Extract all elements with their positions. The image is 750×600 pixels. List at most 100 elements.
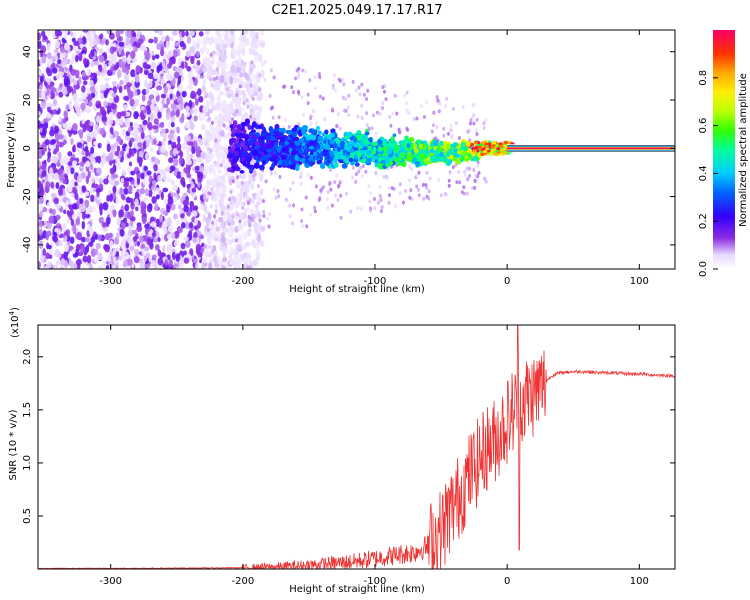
heatmap-cell	[380, 205, 384, 210]
heatmap-cell	[71, 249, 76, 255]
heatmap-cell	[121, 168, 127, 176]
heatmap-cell	[39, 84, 43, 91]
heatmap-cell	[59, 51, 64, 60]
heatmap-cell	[134, 134, 139, 143]
heatmap-cell	[41, 55, 47, 64]
heatmap-cell	[138, 158, 143, 168]
heatmap-cell	[88, 241, 94, 247]
heatmap-cell	[104, 76, 110, 82]
heatmap-cell	[166, 204, 171, 213]
heatmap-cell	[227, 222, 231, 227]
heatmap-cell	[123, 104, 128, 110]
heatmap-cell	[129, 244, 135, 252]
heatmap-cell	[165, 112, 171, 121]
heatmap-cell	[235, 200, 242, 206]
heatmap-cell	[40, 195, 44, 205]
heatmap-cell	[92, 183, 99, 189]
heatmap-cell	[195, 262, 199, 269]
heatmap-cell	[130, 170, 136, 176]
heatmap-cell	[425, 170, 429, 175]
heatmap-cell	[335, 173, 339, 178]
heatmap-cell	[297, 122, 301, 127]
heatmap-cell	[315, 120, 319, 125]
heatmap-cell	[90, 248, 96, 257]
heatmap-cell	[171, 30, 178, 36]
heatmap-cell	[189, 200, 195, 208]
heatmap-cell	[349, 209, 353, 214]
heatmap-cell	[196, 156, 203, 163]
heatmap-cell	[132, 32, 137, 39]
heatmap-cell	[163, 66, 168, 72]
heatmap-cell	[445, 96, 449, 101]
heatmap-cell	[312, 109, 316, 114]
heatmap-cell	[196, 137, 203, 144]
heatmap-cell	[204, 61, 210, 68]
heatmap-cell	[188, 230, 193, 236]
heatmap-cell	[212, 77, 216, 82]
heatmap-cell	[97, 251, 103, 261]
heatmap-cell	[249, 177, 253, 182]
heatmap-cell	[471, 103, 475, 108]
heatmap-cell	[238, 89, 243, 96]
heatmap-cell	[260, 126, 266, 130]
heatmap-cell	[221, 161, 228, 167]
heatmap-cell	[333, 193, 337, 198]
heatmap-cell	[277, 164, 283, 168]
heatmap-cell	[263, 59, 267, 64]
heatmap-cell	[91, 30, 97, 35]
heatmap-cell	[206, 100, 211, 106]
heatmap-cell	[106, 195, 110, 202]
heatmap-cell	[198, 31, 204, 37]
heatmap-cell	[258, 56, 262, 62]
heatmap-cell	[53, 125, 60, 134]
heatmap-cell	[42, 127, 46, 136]
heatmap-cell	[109, 193, 114, 203]
heatmap-cell	[217, 216, 224, 223]
heatmap-cell	[70, 217, 75, 227]
heatmap-cell	[298, 147, 303, 154]
heatmap-cell	[260, 61, 265, 68]
heatmap-cell	[98, 55, 105, 63]
heatmap-cell	[143, 165, 149, 172]
heatmap-cell	[437, 178, 441, 183]
heatmap-cell	[258, 91, 264, 101]
heatmap-cell	[98, 64, 103, 73]
heatmap-cell	[117, 36, 122, 42]
heatmap-cell	[240, 89, 246, 96]
heatmap-cell	[119, 228, 125, 237]
heatmap-cell	[176, 126, 180, 134]
heatmap-cell	[152, 55, 156, 61]
heatmap-cell	[121, 222, 126, 228]
heatmap-cell	[65, 230, 69, 237]
heatmap-cell	[240, 180, 244, 185]
heatmap-cell	[142, 196, 148, 203]
heatmap-cell	[138, 150, 144, 158]
heatmap-cell	[133, 248, 139, 256]
heatmap-cell	[482, 125, 486, 130]
heatmap-cell	[372, 113, 376, 118]
heatmap-cell	[241, 205, 245, 210]
heatmap-cell	[251, 96, 255, 101]
heatmap-cell	[139, 235, 144, 244]
heatmap-cell	[235, 263, 241, 269]
heatmap-cell	[71, 213, 78, 221]
heatmap-cell	[151, 97, 157, 106]
heatmap-cell	[258, 164, 265, 171]
heatmap-cell	[100, 72, 105, 78]
heatmap-cell	[219, 181, 223, 186]
heatmap-cell	[235, 146, 241, 151]
heatmap-cell	[166, 233, 172, 240]
heatmap-cell	[354, 88, 358, 93]
heatmap-cell	[110, 103, 117, 110]
heatmap-cell	[176, 142, 182, 152]
heatmap-cell	[91, 72, 98, 78]
heatmap-cell	[415, 139, 422, 144]
heatmap-cell	[259, 172, 264, 182]
heatmap-cell	[398, 182, 402, 187]
heatmap-cell	[220, 195, 225, 204]
heatmap-cell	[114, 151, 120, 157]
heatmap-cell	[68, 104, 73, 111]
heatmap-cell	[382, 89, 386, 94]
heatmap-cell	[101, 84, 107, 91]
heatmap-cell	[267, 224, 271, 229]
